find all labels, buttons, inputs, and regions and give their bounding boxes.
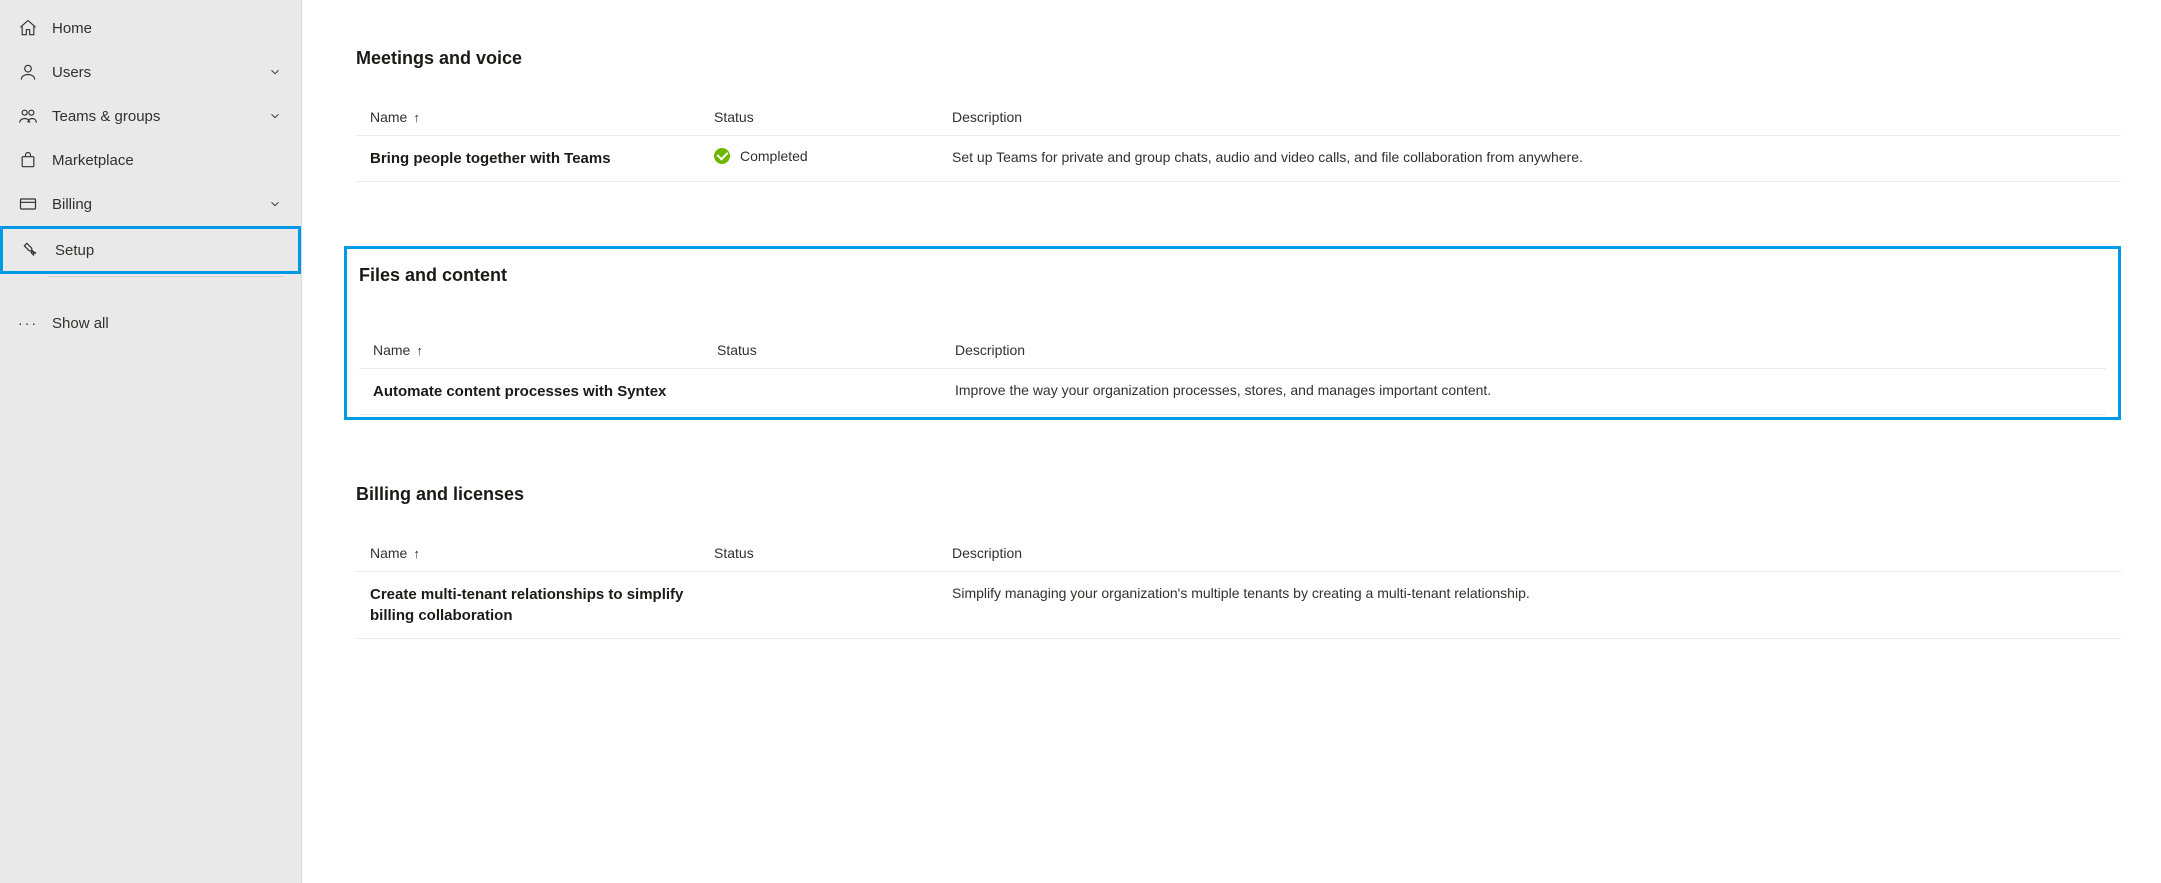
sidebar: Home Users Teams & groups Marketplace Bi… (0, 0, 302, 883)
sidebar-show-all[interactable]: ··· Show all (0, 301, 301, 345)
sidebar-item-teams-groups[interactable]: Teams & groups (0, 94, 301, 138)
row-status-label: Completed (740, 148, 808, 164)
row-description: Simplify managing your organization's mu… (952, 584, 2107, 604)
sidebar-item-label: Teams & groups (52, 108, 267, 125)
people-icon (18, 106, 38, 126)
column-header-label: Name (373, 342, 410, 358)
sidebar-item-users[interactable]: Users (0, 50, 301, 94)
wrench-icon (21, 240, 41, 260)
column-header-label: Name (370, 109, 407, 125)
sort-ascending-icon: ↑ (413, 110, 420, 125)
sidebar-show-all-label: Show all (52, 315, 283, 332)
column-header-status[interactable]: Status (717, 342, 955, 358)
chevron-down-icon (267, 108, 283, 124)
sidebar-item-label: Users (52, 64, 267, 81)
table-row[interactable]: Bring people together with Teams Complet… (356, 136, 2121, 182)
sidebar-item-setup[interactable]: Setup (0, 226, 301, 274)
sort-ascending-icon: ↑ (413, 546, 420, 561)
row-description: Improve the way your organization proces… (955, 381, 2092, 401)
sidebar-item-label: Setup (55, 242, 280, 259)
column-header-description[interactable]: Description (952, 545, 2107, 561)
column-header-label: Status (717, 342, 757, 358)
table-row[interactable]: Create multi-tenant relationships to sim… (356, 572, 2121, 639)
column-header-name[interactable]: Name ↑ (373, 342, 717, 358)
row-name: Bring people together with Teams (370, 148, 714, 169)
user-icon (18, 62, 38, 82)
sidebar-item-label: Home (52, 20, 283, 37)
chevron-down-icon (267, 64, 283, 80)
table-header: Name ↑ Status Description (359, 342, 2106, 369)
ellipsis-icon: ··· (18, 315, 38, 331)
sort-ascending-icon: ↑ (416, 343, 423, 358)
column-header-label: Name (370, 545, 407, 561)
row-name: Automate content processes with Syntex (373, 381, 717, 402)
row-status: Completed (714, 148, 952, 164)
column-header-status[interactable]: Status (714, 109, 952, 125)
column-header-status[interactable]: Status (714, 545, 952, 561)
section-title: Billing and licenses (356, 484, 2121, 505)
bag-icon (18, 150, 38, 170)
column-header-description[interactable]: Description (952, 109, 2107, 125)
section-meetings-voice: Meetings and voice Name ↑ Status Descrip… (356, 48, 2121, 182)
setup-table: Name ↑ Status Description Create multi-t… (356, 545, 2121, 639)
row-description: Set up Teams for private and group chats… (952, 148, 2107, 168)
table-header: Name ↑ Status Description (356, 545, 2121, 572)
column-header-label: Description (955, 342, 1025, 358)
checkmark-circle-icon (714, 148, 730, 164)
sidebar-item-home[interactable]: Home (0, 6, 301, 50)
column-header-label: Status (714, 545, 754, 561)
nav-divider (48, 276, 283, 277)
row-name: Create multi-tenant relationships to sim… (370, 584, 714, 626)
chevron-down-icon (267, 196, 283, 212)
sidebar-item-label: Marketplace (52, 152, 283, 169)
setup-table: Name ↑ Status Description Automate conte… (359, 342, 2106, 415)
column-header-name[interactable]: Name ↑ (370, 109, 714, 125)
sidebar-item-label: Billing (52, 196, 267, 213)
home-icon (18, 18, 38, 38)
column-header-label: Description (952, 545, 1022, 561)
table-row[interactable]: Automate content processes with Syntex I… (359, 369, 2106, 415)
section-billing-licenses: Billing and licenses Name ↑ Status Descr… (356, 484, 2121, 639)
setup-table: Name ↑ Status Description Bring people t… (356, 109, 2121, 182)
card-icon (18, 194, 38, 214)
sidebar-item-billing[interactable]: Billing (0, 182, 301, 226)
section-title: Files and content (359, 265, 2106, 286)
section-title: Meetings and voice (356, 48, 2121, 69)
column-header-description[interactable]: Description (955, 342, 2092, 358)
main-content: Meetings and voice Name ↑ Status Descrip… (302, 0, 2161, 883)
column-header-label: Status (714, 109, 754, 125)
table-header: Name ↑ Status Description (356, 109, 2121, 136)
column-header-name[interactable]: Name ↑ (370, 545, 714, 561)
column-header-label: Description (952, 109, 1022, 125)
section-files-content: Files and content Name ↑ Status Descript… (344, 246, 2121, 420)
sidebar-item-marketplace[interactable]: Marketplace (0, 138, 301, 182)
